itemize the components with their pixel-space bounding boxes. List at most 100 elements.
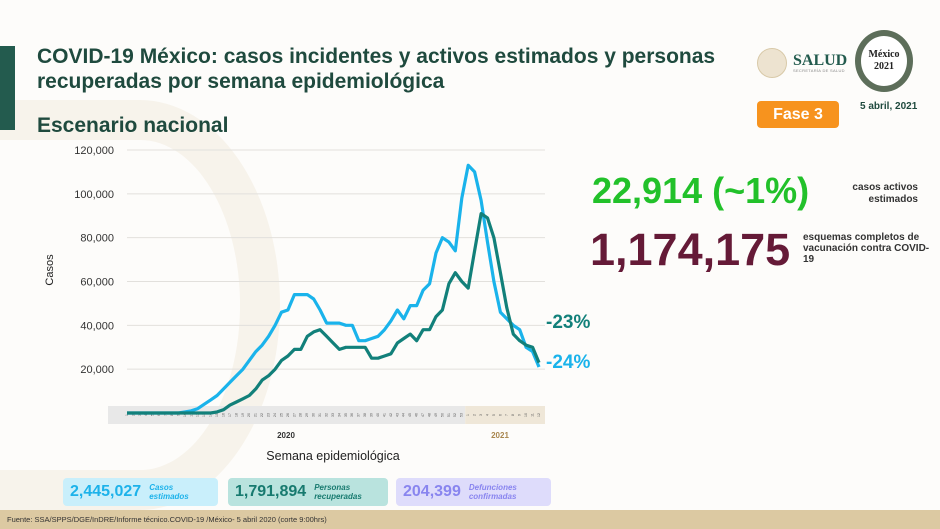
x-tick-label: 26 xyxy=(286,413,290,417)
x-tick-label: 15 xyxy=(215,413,219,417)
x-tick-label: 28 xyxy=(299,413,303,417)
card-value: 2,445,027 xyxy=(70,483,142,500)
x-tick-label: 41 xyxy=(382,413,386,417)
y-tick-label: 20,000 xyxy=(80,364,114,376)
x-tick-label: 19 xyxy=(241,413,245,417)
x-tick-label: 10 xyxy=(524,413,528,417)
year-label-2020: 2020 xyxy=(277,431,295,440)
phase-badge: Fase 3 xyxy=(757,101,839,128)
x-tick-label: 30 xyxy=(312,413,316,417)
y-tick-label: 80,000 xyxy=(80,233,114,245)
logo-2021-text: México 2021 xyxy=(868,49,900,72)
x-tick-label: 17 xyxy=(228,413,232,417)
x-tick-label: 20 xyxy=(247,413,251,417)
active-cases-label: casos activos estimados xyxy=(852,182,918,205)
x-tick-label: 5 xyxy=(151,414,155,416)
x-axis-band-2020 xyxy=(108,406,466,424)
series-line-0 xyxy=(127,163,541,415)
x-tick-label: 5 xyxy=(492,414,496,416)
report-date: 5 abril, 2021 xyxy=(860,101,918,112)
x-axis-band-2021 xyxy=(465,406,545,424)
y-axis-title: Casos xyxy=(44,254,56,286)
x-tick-label: 31 xyxy=(318,413,322,417)
page-title: COVID-19 México: casos incidentes y acti… xyxy=(37,45,716,93)
salud-logo-text: SALUD xyxy=(793,51,848,69)
x-tick-label: 3 xyxy=(479,414,483,416)
active-cases-value: 22,914 (~1%) xyxy=(592,170,810,211)
x-tick-label: 40 xyxy=(376,413,380,417)
x-tick-label: 37 xyxy=(357,413,361,417)
y-tick-label: 60,000 xyxy=(80,277,114,289)
x-tick-label: 50 xyxy=(440,413,444,417)
y-tick-label: 120,000 xyxy=(74,145,114,157)
y-tick-label: 40,000 xyxy=(80,320,114,332)
x-tick-label: 42 xyxy=(389,413,393,417)
x-tick-label: 2 xyxy=(473,414,477,416)
x-tick-label: 8 xyxy=(511,414,515,416)
x-tick-label: 32 xyxy=(324,413,328,417)
summary-card: 204,399 Defunciones confirmadas xyxy=(396,478,551,506)
card-label: Defunciones confirmadas xyxy=(468,483,517,501)
x-tick-label: 25 xyxy=(279,413,283,417)
x-tick-label: 43 xyxy=(395,413,399,417)
card-label: Casos estimados xyxy=(149,483,189,501)
source-footer: Fuente: SSA/SPPS/DGE/InDRE/Informe técni… xyxy=(0,510,940,529)
summary-card: 1,791,894 Personas recuperadas xyxy=(228,478,388,506)
card-value: 204,399 xyxy=(403,483,461,500)
series-end-label: -23% xyxy=(546,312,590,333)
x-tick-label: 11 xyxy=(189,413,193,417)
card-label: Personas recuperadas xyxy=(314,483,362,501)
cases-chart: 020,00040,00060,00080,000100,000120,0001… xyxy=(44,145,590,463)
x-tick-label: 2 xyxy=(131,414,135,416)
x-tick-label: 44 xyxy=(402,413,406,417)
mexico-seal-icon xyxy=(757,48,787,78)
y-tick-label: 100,000 xyxy=(74,189,114,201)
year-label-2021: 2021 xyxy=(491,431,509,440)
series-end-label: -24% xyxy=(546,352,590,373)
x-tick-label: 7 xyxy=(164,414,168,416)
x-tick-label: 47 xyxy=(421,413,425,417)
x-tick-label: 3 xyxy=(138,414,142,416)
accent-bar xyxy=(0,46,15,130)
x-tick-label: 7 xyxy=(505,414,509,416)
mexico-2021-logo: México 2021 xyxy=(855,30,913,92)
x-tick-label: 1 xyxy=(125,414,129,416)
x-axis-title: Semana epidemiológica xyxy=(266,449,399,463)
x-tick-label: 24 xyxy=(273,413,277,417)
x-tick-label: 39 xyxy=(370,413,374,417)
x-tick-label: 13 xyxy=(202,413,206,417)
x-tick-label: 12 xyxy=(196,413,200,417)
x-tick-label: 4 xyxy=(485,414,489,416)
x-tick-label: 49 xyxy=(434,413,438,417)
page-subtitle: Escenario nacional xyxy=(37,114,229,137)
x-tick-label: 21 xyxy=(254,413,258,417)
x-tick-label: 4 xyxy=(144,414,148,416)
card-value: 1,791,894 xyxy=(235,483,307,500)
x-tick-label: 9 xyxy=(518,414,522,416)
x-tick-label: 33 xyxy=(331,413,335,417)
x-tick-label: 29 xyxy=(305,413,309,417)
x-tick-label: 6 xyxy=(498,414,502,416)
x-tick-label: 53 xyxy=(460,413,464,417)
x-tick-label: 23 xyxy=(267,413,271,417)
x-tick-label: 1 xyxy=(466,414,470,416)
x-tick-label: 12 xyxy=(537,413,541,417)
x-tick-label: 6 xyxy=(157,414,161,416)
x-tick-label: 45 xyxy=(408,413,412,417)
x-tick-label: 10 xyxy=(183,413,187,417)
x-tick-label: 34 xyxy=(337,413,341,417)
x-tick-label: 38 xyxy=(363,413,367,417)
vaccination-value: 1,174,175 xyxy=(590,224,791,275)
x-tick-label: 48 xyxy=(427,413,431,417)
x-tick-label: 51 xyxy=(447,413,451,417)
x-tick-label: 18 xyxy=(234,413,238,417)
x-tick-label: 16 xyxy=(221,413,225,417)
x-tick-label: 14 xyxy=(209,413,213,417)
salud-logo-subtext: SECRETARÍA DE SALUD xyxy=(793,67,845,73)
x-tick-label: 36 xyxy=(350,413,354,417)
x-tick-label: 9 xyxy=(176,414,180,416)
x-tick-label: 11 xyxy=(530,413,534,417)
x-tick-label: 8 xyxy=(170,414,174,416)
x-tick-label: 52 xyxy=(453,413,457,417)
series-line-1 xyxy=(127,212,541,415)
